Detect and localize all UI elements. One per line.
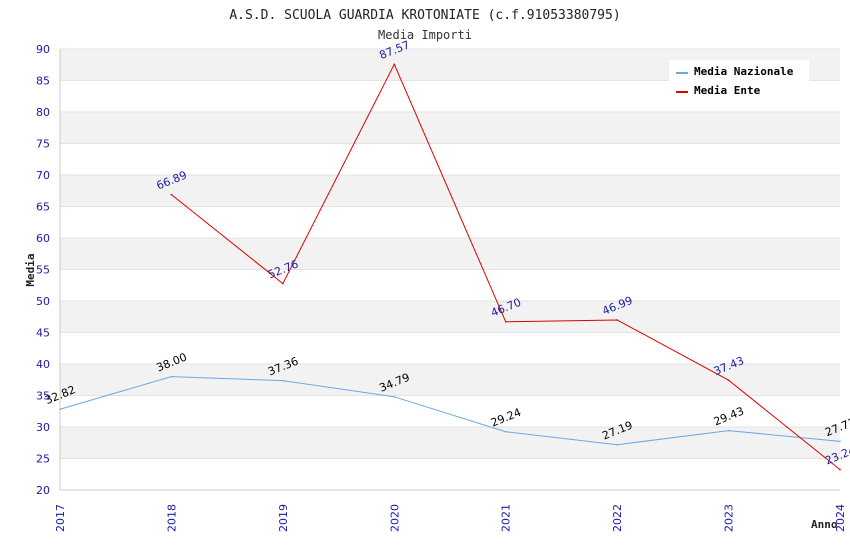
data-point bbox=[504, 430, 507, 433]
grid-band bbox=[60, 238, 840, 270]
series-line-media-nazionale bbox=[59, 376, 841, 446]
data-label: 27.71 bbox=[823, 415, 850, 439]
data-point bbox=[839, 468, 841, 471]
y-tick-label: 65 bbox=[36, 201, 50, 214]
y-tick-label: 55 bbox=[36, 264, 50, 277]
data-point bbox=[170, 375, 173, 378]
data-point bbox=[282, 379, 284, 382]
grid bbox=[59, 48, 840, 491]
grid-band bbox=[60, 175, 840, 207]
y-tick-label: 25 bbox=[36, 453, 50, 466]
x-axis-label: Anno bbox=[811, 518, 838, 531]
y-tick-label: 90 bbox=[36, 43, 50, 56]
grid-band bbox=[60, 364, 840, 396]
y-tick-label: 50 bbox=[36, 295, 50, 308]
x-tick-label: 2020 bbox=[388, 504, 401, 532]
data-point bbox=[170, 193, 173, 196]
data-label: 29.24 bbox=[489, 406, 523, 430]
data-point bbox=[727, 379, 730, 381]
y-tick-label: 40 bbox=[36, 358, 50, 371]
data-point bbox=[282, 282, 284, 285]
chart-subtitle: Media Importi bbox=[378, 28, 472, 42]
x-tick-label: 2017 bbox=[54, 504, 67, 532]
data-point bbox=[504, 320, 507, 323]
x-tick-label: 2021 bbox=[500, 504, 513, 532]
series-layer bbox=[59, 63, 841, 471]
y-tick-label: 60 bbox=[36, 232, 50, 245]
x-tick-label: 2023 bbox=[723, 504, 736, 532]
x-tick-label: 2019 bbox=[277, 504, 290, 532]
y-tick-label: 85 bbox=[36, 75, 50, 88]
legend: Media Nazionale Media Ente bbox=[669, 60, 809, 102]
data-label: 29.43 bbox=[712, 405, 746, 429]
grid-band bbox=[60, 427, 840, 459]
legend-box bbox=[669, 60, 809, 102]
x-tick-label: 2022 bbox=[611, 504, 624, 532]
chart-title: A.S.D. SCUOLA GUARDIA KROTONIATE (c.f.91… bbox=[229, 8, 620, 23]
y-axis-label: Media bbox=[24, 253, 37, 286]
data-point bbox=[393, 63, 396, 66]
y-axis-ticks: 20 25 30 35 40 45 50 55 60 65 70 75 80 85 90 bbox=[36, 43, 50, 497]
data-point bbox=[616, 443, 618, 446]
y-tick-label: 45 bbox=[36, 327, 50, 340]
data-point bbox=[616, 319, 618, 321]
y-tick-label: 70 bbox=[36, 169, 50, 182]
data-point bbox=[59, 408, 61, 411]
x-tick-label: 2024 bbox=[834, 504, 847, 532]
legend-label-media-nazionale: Media Nazionale bbox=[694, 65, 794, 78]
data-point bbox=[839, 440, 841, 443]
legend-label-media-ente: Media Ente bbox=[694, 84, 761, 97]
x-axis-ticks: 2017 2018 2019 2020 2021 2022 2023 2024 bbox=[54, 504, 847, 532]
y-tick-label: 20 bbox=[36, 484, 50, 497]
y-tick-label: 80 bbox=[36, 106, 50, 119]
y-tick-label: 75 bbox=[36, 138, 50, 151]
x-tick-label: 2018 bbox=[165, 504, 178, 532]
data-point bbox=[727, 429, 730, 432]
grid-band bbox=[60, 301, 840, 333]
y-tick-label: 35 bbox=[36, 390, 50, 403]
grid-band bbox=[60, 112, 840, 144]
y-tick-label: 30 bbox=[36, 421, 50, 434]
data-point bbox=[393, 396, 396, 398]
